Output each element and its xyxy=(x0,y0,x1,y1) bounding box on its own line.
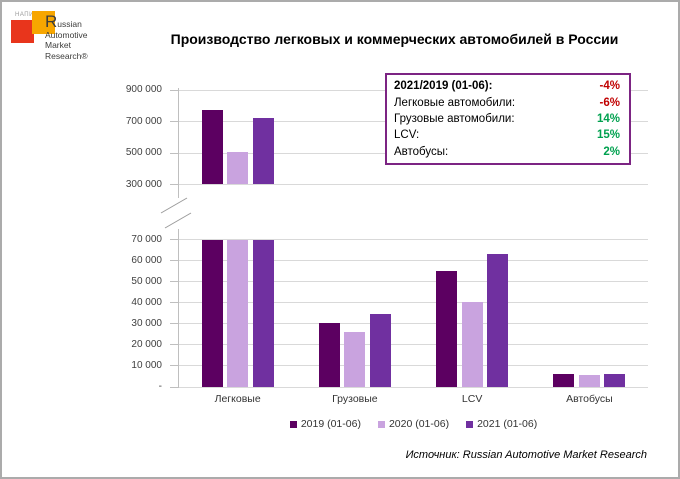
legend-swatch xyxy=(377,420,385,428)
bar-2021-Автобусы xyxy=(604,374,626,387)
source-caption: Источник: Russian Automotive Market Rese… xyxy=(405,449,647,461)
logo-orange-square xyxy=(32,11,55,34)
gridline xyxy=(179,239,648,240)
axis-tick xyxy=(170,89,179,91)
stats-row-buses: Автобусы: 2% xyxy=(394,145,620,158)
y-axis-tick-label: - xyxy=(158,381,162,392)
axis-tick xyxy=(170,323,179,325)
gridline xyxy=(179,184,648,185)
stats-row-lcv: LCV: 15% xyxy=(394,129,620,142)
gridline xyxy=(179,281,648,283)
page-title: Производство легковых и коммерческих авт… xyxy=(170,31,619,47)
brand-line-automotive: Automotive xyxy=(45,29,88,40)
bar-2021-LCV xyxy=(487,253,509,387)
napi-label: НАПИ xyxy=(15,12,34,18)
chart-legend: 2019 (01-06) 2020 (01-06) 2021 (01-06) xyxy=(179,418,648,430)
legend-label: 2020 (01-06) xyxy=(388,418,450,430)
category-label: Автобусы xyxy=(566,393,613,405)
gridline xyxy=(179,302,648,304)
axis-tick xyxy=(170,302,179,304)
legend-label: 2021 (01-06) xyxy=(477,418,538,430)
logo-red-square xyxy=(11,20,34,43)
bar-2020-Легковые xyxy=(227,239,249,387)
y-axis-tick-label: 500 000 xyxy=(125,147,162,158)
legend-item-2019: 2019 (01-06) xyxy=(289,418,361,430)
category-label: Грузовые xyxy=(332,393,378,405)
axis-tick xyxy=(170,260,179,262)
bar-2020-Легковые xyxy=(227,152,249,185)
axis-tick xyxy=(170,184,179,185)
bar-2021-Грузовые xyxy=(369,313,391,387)
category-label: Легковые xyxy=(214,393,261,405)
stats-row-total: 2021/2019 (01-06): -4% xyxy=(394,80,620,93)
legend-swatch xyxy=(289,420,297,428)
gridline xyxy=(179,323,648,325)
y-axis-tick-label: 70 000 xyxy=(131,233,162,245)
bar-2020-LCV xyxy=(461,301,483,387)
y-axis-tick-label: 10 000 xyxy=(131,359,162,371)
axis-break-mark xyxy=(160,197,188,214)
bar-2019-LCV xyxy=(436,271,458,387)
bar-2019-Грузовые xyxy=(318,322,340,387)
y-axis-tick-label: 20 000 xyxy=(131,338,162,350)
stats-row-cars: Легковые автомобили: -6% xyxy=(394,96,620,109)
axis-tick xyxy=(170,239,179,240)
legend-item-2021: 2021 (01-06) xyxy=(466,418,537,430)
bar-2021-Легковые xyxy=(252,117,274,185)
y-axis-tick-label: 50 000 xyxy=(131,275,162,287)
brand-line-russian: Russian xyxy=(45,12,82,31)
brand-logo-text: Russian Automotive Market Research® xyxy=(45,12,88,61)
y-axis-tick-label: 60 000 xyxy=(131,254,162,266)
y-axis-tick-label: 40 000 xyxy=(131,296,162,308)
gridline xyxy=(179,260,648,262)
brand-initial: R xyxy=(45,12,58,31)
y-axis-tick-label: 300 000 xyxy=(125,178,162,190)
axis-tick xyxy=(170,365,179,367)
axis-tick xyxy=(170,121,179,122)
bar-2020-Автобусы xyxy=(578,374,600,387)
brand-line-market: Market xyxy=(45,40,71,50)
brand-line-research: Research® xyxy=(45,50,88,61)
category-label: LCV xyxy=(461,393,483,405)
legend-swatch xyxy=(466,420,474,428)
bar-2019-Легковые xyxy=(201,110,223,185)
gridline xyxy=(179,344,648,346)
gridline xyxy=(179,365,648,367)
bar-2019-Легковые xyxy=(201,239,223,387)
bar-2021-Легковые xyxy=(252,239,274,387)
legend-label: 2019 (01-06) xyxy=(300,418,361,430)
axis-tick xyxy=(170,281,179,283)
axis-break-mark xyxy=(164,212,192,229)
y-axis-tick-label: 700 000 xyxy=(125,115,162,127)
stats-summary-box: 2021/2019 (01-06): -4% Легковые автомоби… xyxy=(385,73,631,165)
y-axis-line-top-panel xyxy=(178,88,179,198)
axis-tick xyxy=(170,386,179,388)
y-axis-tick-label: 30 000 xyxy=(131,317,162,329)
axis-tick xyxy=(170,344,179,346)
axis-tick xyxy=(170,152,179,154)
legend-item-2020: 2020 (01-06) xyxy=(377,418,450,430)
y-axis-tick-label: 900 000 xyxy=(125,84,162,95)
bar-2019-Автобусы xyxy=(553,374,575,387)
gridline xyxy=(179,386,648,388)
y-axis-line-bottom-panel xyxy=(178,229,179,387)
stats-row-trucks: Грузовые автомобили: 14% xyxy=(394,112,620,125)
bar-2020-Грузовые xyxy=(344,332,366,387)
